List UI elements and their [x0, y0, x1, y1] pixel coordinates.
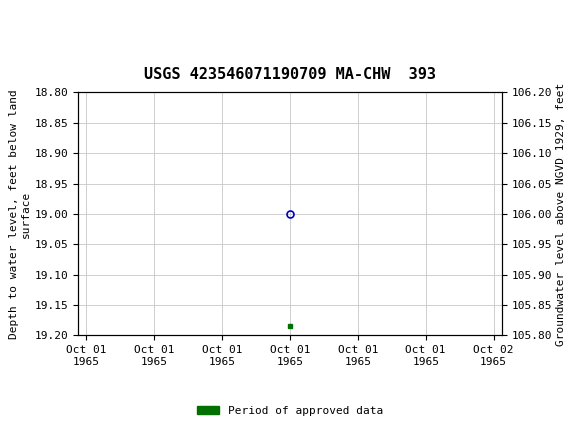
Y-axis label: Groundwater level above NGVD 1929, feet: Groundwater level above NGVD 1929, feet	[556, 82, 566, 346]
Text: ▒USGS: ▒USGS	[10, 9, 69, 31]
Legend: Period of approved data: Period of approved data	[193, 401, 387, 420]
Y-axis label: Depth to water level, feet below land
surface: Depth to water level, feet below land su…	[9, 89, 31, 339]
Text: USGS 423546071190709 MA-CHW  393: USGS 423546071190709 MA-CHW 393	[144, 67, 436, 82]
